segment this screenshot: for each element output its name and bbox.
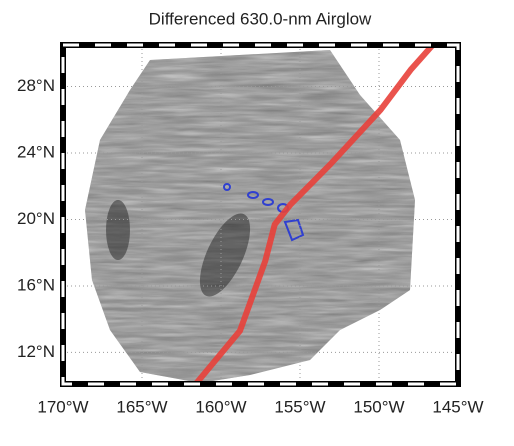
island xyxy=(262,198,274,206)
x-tick-label: 145°W xyxy=(432,397,483,416)
island xyxy=(283,218,305,242)
x-tick-label: 170°W xyxy=(37,397,88,416)
frame-pattern xyxy=(61,43,460,386)
island xyxy=(247,191,259,199)
y-tick-label: 16°N xyxy=(17,275,55,294)
x-tick-label: 155°W xyxy=(274,397,325,416)
x-tick-label: 160°W xyxy=(195,397,246,416)
dark-band xyxy=(106,200,130,260)
title: Differenced 630.0-nm Airglow xyxy=(149,9,372,28)
y-tick-label: 24°N xyxy=(17,142,55,161)
y-tick-label: 20°N xyxy=(17,209,55,228)
track-line xyxy=(192,42,436,387)
y-tick-label: 12°N xyxy=(17,342,55,361)
island xyxy=(223,183,231,191)
x-tick-label: 165°W xyxy=(116,397,167,416)
x-tick-label: 150°W xyxy=(353,397,404,416)
dark-band xyxy=(199,213,251,297)
y-tick-label: 28°N xyxy=(17,76,55,95)
